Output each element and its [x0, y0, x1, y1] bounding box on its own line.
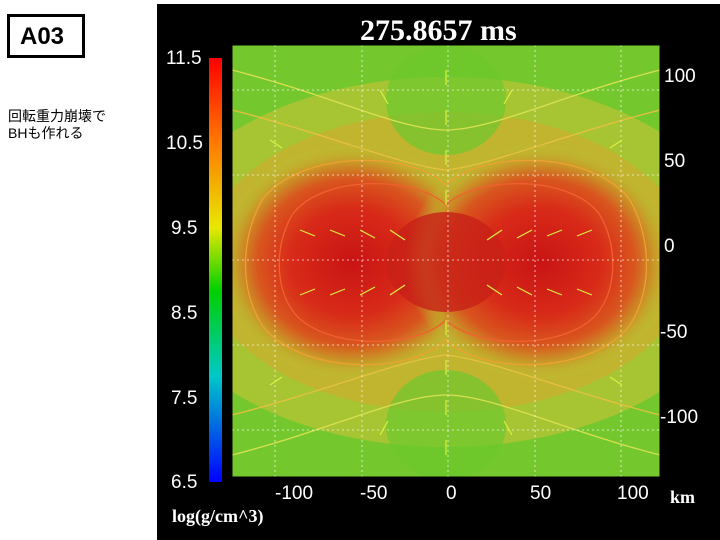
contour-lines [232, 69, 660, 456]
note-line-2: BHも作れる [8, 125, 84, 141]
label-box: A03 [7, 14, 85, 58]
y-tick: 100 [664, 66, 696, 87]
x-tick: -50 [360, 483, 388, 504]
density-field [232, 45, 660, 477]
y-tick: 50 [664, 151, 686, 172]
colorbar-tick: 7.5 [171, 388, 198, 409]
plot-frame [231, 44, 661, 478]
y-tick: -50 [660, 322, 688, 343]
colorbar-unit: log(g/cm^3) [172, 506, 264, 526]
note-text: 回転重力崩壊で BHも作れる [8, 108, 153, 142]
x-tick: 100 [617, 483, 649, 504]
note-line-1: 回転重力崩壊で [8, 108, 106, 124]
velocity-arrows [269, 70, 623, 455]
colorbar-tick: 6.5 [171, 472, 198, 493]
colorbar-tick: 11.5 [166, 48, 202, 69]
y-tick: 0 [664, 236, 675, 257]
x-tick: 0 [446, 483, 457, 504]
colorbar-tick: 8.5 [171, 303, 198, 324]
y-tick: -100 [660, 407, 699, 428]
grid-lines [232, 45, 660, 477]
colorbar-tick: 9.5 [171, 218, 198, 239]
x-tick: 50 [530, 483, 552, 504]
colorbar [209, 58, 222, 482]
x-tick: -100 [275, 483, 314, 504]
time-label: 275.8657 ms [360, 14, 517, 47]
label-text: A03 [20, 23, 65, 50]
x-unit: km [670, 487, 696, 507]
colorbar-tick: 10.5 [166, 133, 203, 154]
